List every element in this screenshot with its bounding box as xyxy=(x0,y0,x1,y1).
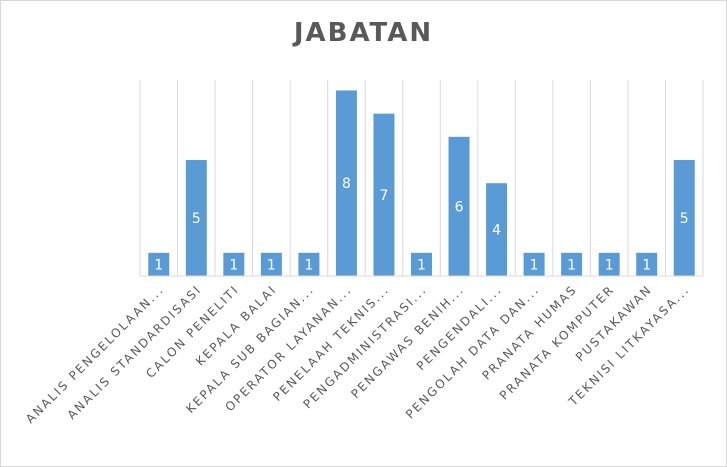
bar xyxy=(148,252,170,276)
data-label: 1 xyxy=(229,257,238,273)
data-label: 7 xyxy=(380,188,389,204)
data-label: 8 xyxy=(342,176,351,192)
data-label: 1 xyxy=(267,257,276,273)
data-label: 5 xyxy=(192,211,201,227)
bar xyxy=(673,160,695,276)
data-label: 1 xyxy=(642,257,651,273)
data-label: 1 xyxy=(304,257,313,273)
bar xyxy=(298,252,320,276)
bar xyxy=(260,252,282,276)
x-tick-label: ANALIS STANDARDISASI xyxy=(65,282,205,422)
bar xyxy=(335,90,357,276)
bar xyxy=(636,252,658,276)
bar xyxy=(373,113,395,276)
grid-lines xyxy=(139,80,704,276)
bar xyxy=(448,136,470,276)
x-tick-label: ANALIS PENGELOLAAN... xyxy=(23,282,167,426)
data-label: 4 xyxy=(492,223,501,239)
bar xyxy=(223,252,245,276)
bar xyxy=(561,252,583,276)
bar xyxy=(598,252,620,276)
x-tick-labels: ANALIS PENGELOLAAN...ANALIS STANDARDISAS… xyxy=(23,282,692,426)
bar xyxy=(411,252,432,276)
data-label: 5 xyxy=(680,211,689,227)
bar xyxy=(185,160,207,276)
data-label: 1 xyxy=(154,257,163,273)
bars: 1 5 1 1 1 8 7 1 6 4 1 1 1 1 5 xyxy=(148,90,695,276)
data-label: 1 xyxy=(605,257,614,273)
bar xyxy=(523,252,545,276)
chart-title: JABATAN xyxy=(293,18,434,48)
data-label: 1 xyxy=(530,257,539,273)
data-label: 1 xyxy=(567,257,576,273)
bar xyxy=(486,183,508,276)
data-label: 1 xyxy=(417,257,426,273)
data-label: 6 xyxy=(455,199,464,215)
